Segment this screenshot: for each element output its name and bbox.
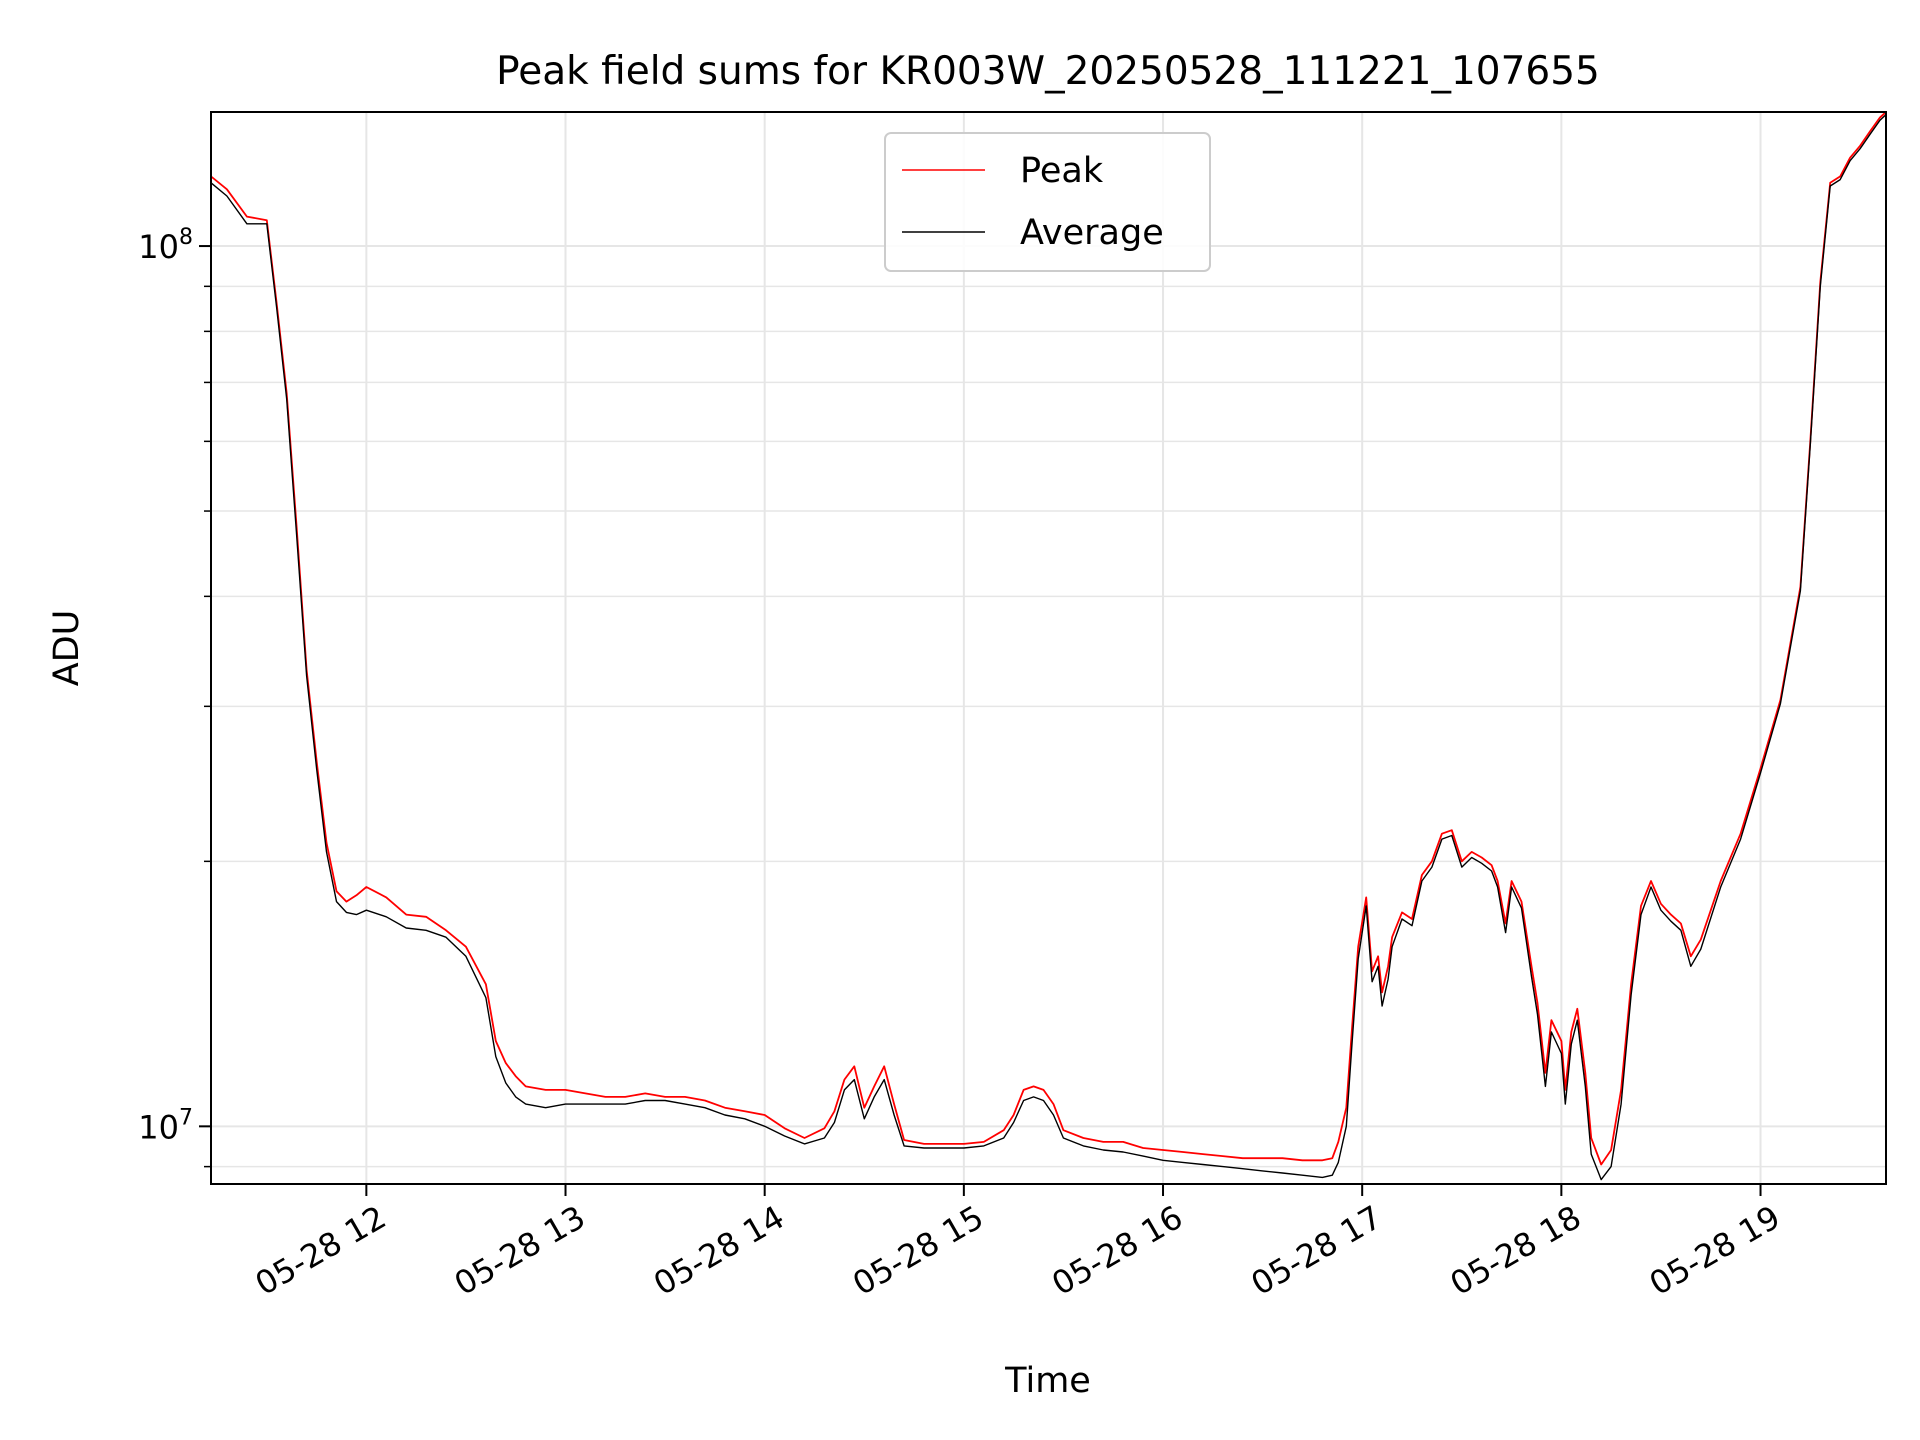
chart-title: Peak field sums for KR003W_20250528_1112… — [496, 49, 1600, 94]
grid — [211, 112, 1886, 1184]
y-tick-exponent: 8 — [179, 225, 193, 250]
plot-area — [211, 112, 1886, 1181]
legend-average-label: Average — [1020, 213, 1164, 253]
plot-frame — [210, 111, 1887, 1185]
y-tick-label: 108 — [138, 225, 193, 266]
series-layer — [211, 112, 1886, 1181]
legend-box — [884, 132, 1211, 272]
x-axis-label: Time — [1004, 1361, 1091, 1401]
legend-peak-label: Peak — [1020, 151, 1104, 191]
y-axis-label: ADU — [47, 610, 87, 687]
series-average-line — [211, 114, 1886, 1181]
legend: Peak Average — [884, 132, 1211, 272]
y-tick-exponent: 7 — [179, 1105, 193, 1130]
series-peak-line — [211, 112, 1886, 1166]
